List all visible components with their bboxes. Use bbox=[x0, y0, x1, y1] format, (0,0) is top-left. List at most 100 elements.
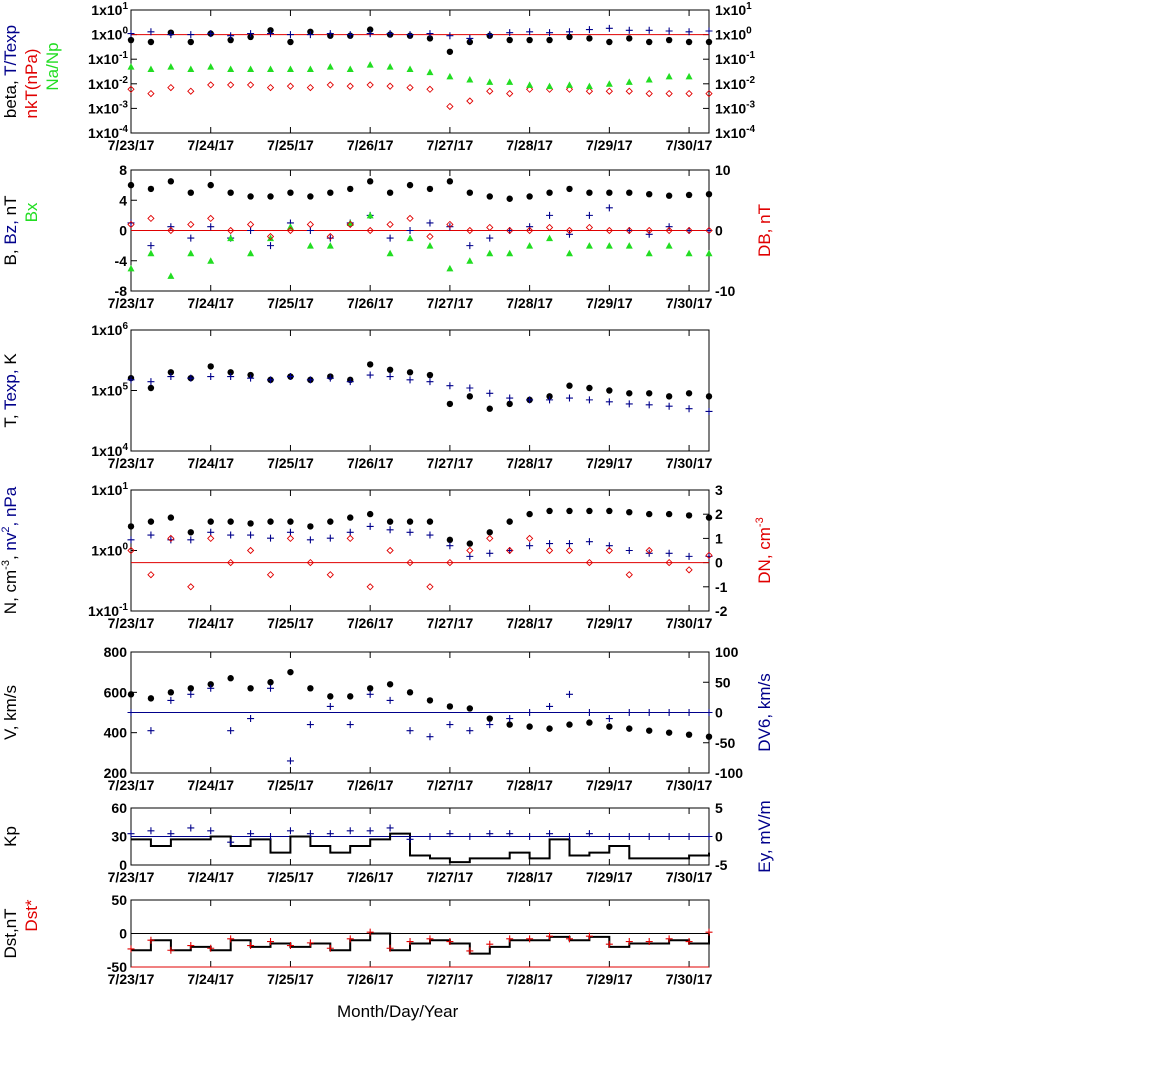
data-point bbox=[606, 723, 613, 730]
data-point bbox=[566, 382, 573, 389]
data-point bbox=[247, 249, 255, 257]
data-point bbox=[306, 721, 314, 729]
data-point bbox=[585, 82, 593, 90]
data-point bbox=[286, 223, 294, 230]
y-axis-title: B, Bz, nT bbox=[1, 196, 20, 266]
data-point bbox=[705, 27, 713, 35]
data-point bbox=[526, 28, 534, 36]
data-point bbox=[306, 558, 315, 567]
data-point bbox=[366, 371, 374, 379]
y-tick-label: 0 bbox=[119, 857, 127, 873]
data-point bbox=[685, 566, 693, 574]
data-point bbox=[466, 705, 474, 712]
data-point bbox=[227, 558, 235, 567]
x-tick-label: 7/28/17 bbox=[506, 971, 553, 987]
y-tick-label-right: 0 bbox=[715, 555, 723, 571]
data-point bbox=[287, 189, 294, 196]
y-tick-label-right: -5 bbox=[715, 857, 728, 873]
data-point bbox=[446, 558, 454, 567]
data-point bbox=[347, 185, 354, 193]
x-tick-label: 7/29/17 bbox=[586, 295, 633, 311]
data-point bbox=[506, 394, 514, 402]
data-point bbox=[446, 721, 454, 729]
data-point bbox=[526, 723, 533, 730]
data-point bbox=[227, 189, 234, 196]
data-point bbox=[406, 83, 414, 92]
data-point bbox=[466, 833, 474, 840]
panel-frame bbox=[130, 489, 710, 612]
data-point bbox=[685, 938, 693, 946]
x-tick-label: 7/28/17 bbox=[506, 869, 553, 885]
x-tick-label: 7/27/17 bbox=[427, 455, 474, 471]
data-point bbox=[306, 830, 314, 838]
y-tick-label-right: 1x100 bbox=[715, 26, 752, 43]
data-point bbox=[585, 558, 594, 567]
data-point bbox=[207, 223, 215, 231]
y-tick-label: 800 bbox=[104, 644, 128, 660]
data-point bbox=[685, 552, 693, 560]
data-point bbox=[187, 583, 195, 591]
data-point bbox=[307, 193, 314, 200]
data-point bbox=[386, 249, 394, 257]
x-tick-label: 7/24/17 bbox=[187, 295, 234, 311]
data-point bbox=[646, 38, 653, 46]
data-point bbox=[267, 534, 275, 542]
data-point bbox=[187, 87, 195, 95]
data-point bbox=[207, 518, 214, 525]
data-point bbox=[247, 227, 255, 234]
data-point bbox=[625, 87, 633, 95]
data-point bbox=[486, 529, 493, 536]
x-tick-label: 7/27/17 bbox=[427, 869, 474, 885]
y-tick-label: 1x106 bbox=[91, 321, 128, 338]
data-point bbox=[187, 31, 195, 39]
data-point bbox=[346, 82, 354, 90]
data-point bbox=[466, 257, 474, 264]
y-tick-label: 1x100 bbox=[91, 26, 128, 43]
data-point bbox=[626, 725, 633, 732]
data-point bbox=[646, 510, 653, 518]
y-tick-label-right: 2 bbox=[715, 506, 723, 522]
x-tick-label: 7/25/17 bbox=[267, 137, 314, 153]
data-point bbox=[466, 947, 474, 955]
data-point bbox=[287, 518, 294, 525]
data-point bbox=[565, 546, 574, 555]
data-point bbox=[366, 522, 374, 530]
data-point bbox=[665, 192, 673, 199]
data-point bbox=[347, 514, 354, 521]
data-point bbox=[426, 242, 434, 249]
y-tick-label: 8 bbox=[119, 162, 127, 178]
y-tick-label: 30 bbox=[111, 829, 127, 845]
data-point bbox=[525, 534, 534, 543]
data-point bbox=[685, 249, 693, 257]
data-point bbox=[625, 227, 633, 234]
data-point bbox=[565, 85, 574, 93]
x-tick-label: 7/30/17 bbox=[666, 869, 713, 885]
data-point bbox=[586, 35, 593, 42]
data-point bbox=[486, 534, 494, 543]
y-tick-label: 200 bbox=[104, 765, 128, 781]
data-point bbox=[207, 63, 215, 70]
data-point bbox=[127, 30, 135, 38]
data-point bbox=[426, 185, 434, 193]
data-point bbox=[306, 31, 314, 39]
data-point bbox=[386, 63, 394, 70]
data-point bbox=[486, 249, 494, 257]
data-point bbox=[327, 518, 334, 525]
data-point bbox=[466, 727, 474, 735]
data-point bbox=[386, 373, 394, 381]
y-tick-label-right: -100 bbox=[715, 765, 743, 781]
data-point bbox=[506, 36, 513, 44]
data-point bbox=[267, 684, 275, 692]
data-point bbox=[526, 223, 534, 231]
data-point bbox=[187, 690, 195, 698]
x-tick-label: 7/28/17 bbox=[506, 455, 553, 471]
data-point bbox=[306, 376, 314, 384]
data-point bbox=[506, 518, 513, 525]
data-point bbox=[605, 80, 613, 87]
data-point bbox=[147, 89, 155, 98]
data-point bbox=[286, 65, 294, 72]
data-point bbox=[446, 938, 454, 946]
data-point bbox=[386, 681, 394, 688]
data-point bbox=[665, 558, 673, 567]
